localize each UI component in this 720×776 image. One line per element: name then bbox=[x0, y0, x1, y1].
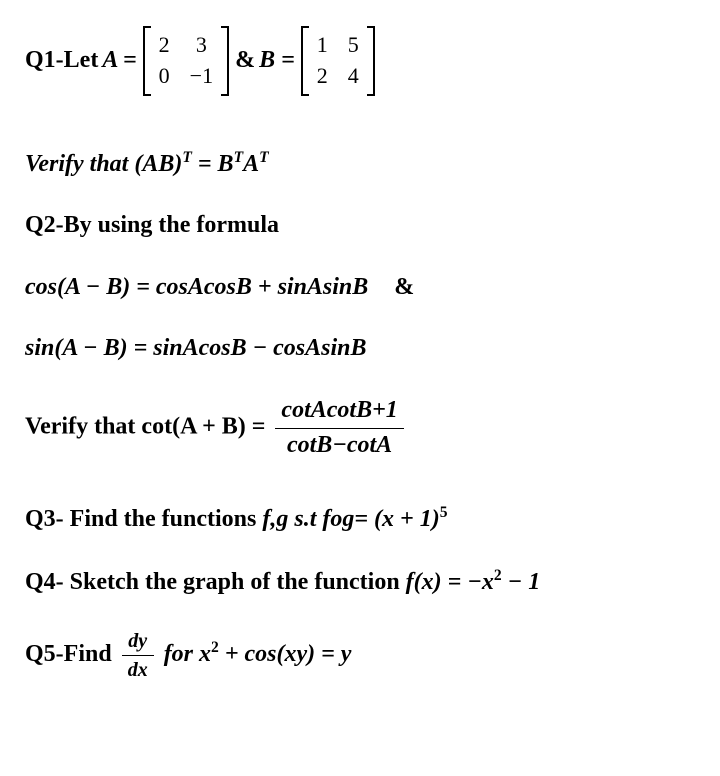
q5-a: Q5-Find bbox=[25, 641, 118, 667]
verify1-a: Verify that (AB) bbox=[25, 151, 182, 177]
cos-amp: & bbox=[394, 274, 414, 300]
q5-sup: 2 bbox=[211, 639, 219, 656]
dy: dy bbox=[122, 627, 154, 655]
dydx-fraction: dy dx bbox=[122, 627, 154, 684]
matB-11: 4 bbox=[338, 61, 369, 92]
verify1-mid: = B bbox=[192, 151, 234, 177]
q3-a: Q3- Find the functions bbox=[25, 506, 262, 532]
verify-cot: Verify that cot(A + B) = cotAcotB+1 cotB… bbox=[25, 394, 695, 462]
matrix-B: 1 5 2 4 bbox=[301, 30, 375, 92]
q5-line: Q5-Find dy dx for x2 + cos(xy) = y bbox=[25, 627, 695, 684]
verify2-lead: Verify that cot(A + B) = bbox=[25, 414, 271, 440]
matA-11: −1 bbox=[180, 61, 223, 92]
q3-b: f,g s.t fog= (x + 1) bbox=[262, 506, 439, 532]
matB-00: 1 bbox=[307, 30, 338, 61]
matB-10: 2 bbox=[307, 61, 338, 92]
q4-b: f(x) = −x bbox=[406, 569, 494, 595]
sin-line: sin(A − B) = sinAcosB − cosAsinB bbox=[25, 332, 695, 366]
matB-01: 5 bbox=[338, 30, 369, 61]
q1-Beq: B = bbox=[259, 44, 295, 78]
verify-ab-t: Verify that (AB)T = BTAT bbox=[25, 147, 695, 182]
verify1-mid2: A bbox=[243, 151, 259, 177]
q4-line: Q4- Sketch the graph of the function f(x… bbox=[25, 565, 695, 600]
q3-line: Q3- Find the functions f,g s.t fog= (x +… bbox=[25, 502, 695, 537]
matrix-A: 2 3 0 −1 bbox=[143, 30, 229, 92]
cos-line: cos(A − B) = cosAcosB + sinAsinB & bbox=[25, 271, 695, 305]
verify1-sup2: T bbox=[234, 149, 244, 166]
q5-b: for x bbox=[164, 641, 211, 667]
q5-c: + cos(xy) = y bbox=[219, 641, 352, 667]
cot-num: cotAcotB+1 bbox=[275, 394, 403, 428]
matA-01: 3 bbox=[180, 30, 223, 61]
q1-amp: & bbox=[235, 44, 255, 78]
q2-title: Q2-By using the formula bbox=[25, 209, 695, 243]
cot-fraction: cotAcotB+1 cotB−cotA bbox=[275, 394, 403, 462]
q3-sup: 5 bbox=[440, 504, 448, 521]
q1-prefix: Q1-Let bbox=[25, 44, 98, 78]
q1-Aeq: A = bbox=[102, 44, 136, 78]
matA-00: 2 bbox=[149, 30, 180, 61]
q1-line: Q1-Let A = 2 3 0 −1 & B = 1 5 2 4 bbox=[25, 30, 695, 92]
matA-10: 0 bbox=[149, 61, 180, 92]
cot-den: cotB−cotA bbox=[275, 428, 403, 463]
verify1-sup3: T bbox=[259, 149, 269, 166]
q4-c: − 1 bbox=[502, 569, 541, 595]
verify1-sup: T bbox=[182, 149, 192, 166]
q4-a: Q4- Sketch the graph of the function bbox=[25, 569, 406, 595]
dx: dx bbox=[122, 655, 154, 684]
q4-sup: 2 bbox=[494, 567, 502, 584]
cos-eq: cos(A − B) = cosAcosB + sinAsinB bbox=[25, 274, 368, 300]
